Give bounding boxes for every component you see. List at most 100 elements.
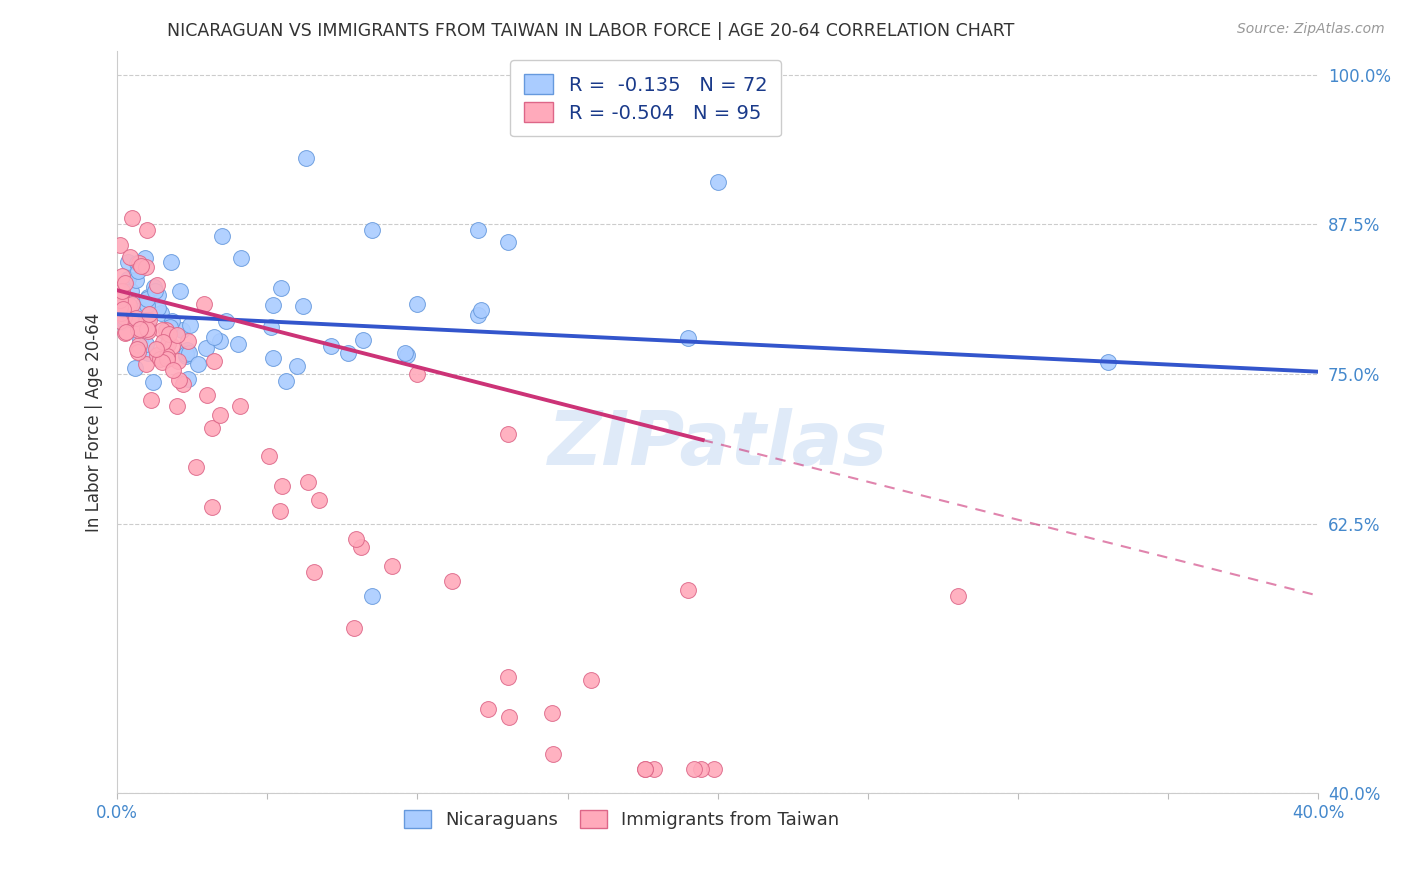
Point [117, 255, 139, 269]
Point [208, 409, 231, 423]
Point [148, 301, 170, 316]
Point [260, 319, 283, 334]
Point [167, 354, 190, 368]
Point [269, 504, 291, 518]
Point [136, 345, 159, 359]
Point [406, 367, 429, 381]
Point [124, 310, 146, 325]
Point [136, 320, 159, 334]
Point [259, 449, 281, 463]
Point [1097, 355, 1119, 369]
Point [136, 313, 159, 327]
Point [467, 308, 489, 322]
Point [319, 339, 342, 353]
Point [108, 313, 131, 327]
Point [676, 582, 699, 597]
Point [136, 322, 159, 336]
Point [683, 763, 706, 777]
Point [143, 279, 166, 293]
Point [111, 301, 134, 316]
Point [135, 357, 157, 371]
Point [136, 297, 159, 311]
Point [396, 348, 419, 362]
Point [127, 345, 149, 359]
Point [262, 298, 284, 312]
Point [270, 281, 292, 295]
Point [174, 349, 197, 363]
Point [148, 288, 170, 302]
Point [262, 351, 284, 365]
Point [157, 327, 180, 342]
Point [690, 763, 713, 777]
Point [118, 298, 141, 312]
Point [156, 351, 179, 366]
Point [114, 325, 136, 339]
Point [541, 706, 564, 720]
Point [155, 323, 177, 337]
Point [129, 260, 152, 274]
Point [676, 331, 699, 345]
Point [541, 747, 564, 762]
Point [111, 269, 134, 284]
Point [208, 334, 231, 348]
Point [110, 290, 132, 304]
Point [177, 345, 200, 359]
Point [304, 565, 326, 579]
Point [120, 310, 142, 324]
Point [169, 285, 191, 299]
Point [138, 290, 160, 304]
Point [149, 351, 172, 366]
Point [633, 763, 655, 777]
Point [477, 701, 499, 715]
Point [160, 339, 183, 353]
Point [291, 300, 314, 314]
Point [127, 256, 149, 270]
Point [111, 315, 134, 329]
Point [195, 342, 218, 356]
Point [127, 264, 149, 278]
Y-axis label: In Labor Force | Age 20-64: In Labor Force | Age 20-64 [86, 312, 103, 532]
Point [350, 540, 373, 554]
Point [120, 284, 142, 298]
Point [361, 589, 384, 603]
Point [169, 373, 191, 387]
Point [136, 293, 159, 307]
Point [145, 342, 167, 356]
Point [228, 400, 250, 414]
Point [108, 238, 131, 252]
Point [231, 251, 253, 265]
Point [496, 235, 519, 250]
Point [946, 589, 969, 603]
Point [179, 318, 201, 332]
Point [128, 338, 150, 352]
Point [110, 293, 132, 308]
Point [406, 297, 429, 311]
Point [131, 303, 153, 318]
Point [138, 307, 160, 321]
Point [166, 328, 188, 343]
Point [344, 532, 367, 546]
Point [139, 393, 162, 408]
Point [352, 333, 374, 347]
Point [579, 673, 602, 687]
Point [143, 285, 166, 299]
Point [135, 260, 157, 274]
Point [226, 336, 249, 351]
Point [135, 305, 157, 319]
Point [159, 319, 181, 334]
Point [145, 278, 167, 293]
Point [114, 277, 136, 291]
Point [201, 500, 224, 514]
Point [156, 349, 179, 363]
Point [496, 670, 519, 684]
Point [129, 334, 152, 348]
Point [498, 709, 520, 723]
Point [110, 306, 132, 320]
Point [184, 459, 207, 474]
Point [136, 223, 159, 237]
Point [336, 345, 359, 359]
Point [201, 421, 224, 435]
Point [127, 323, 149, 337]
Point [112, 310, 135, 324]
Point [202, 353, 225, 368]
